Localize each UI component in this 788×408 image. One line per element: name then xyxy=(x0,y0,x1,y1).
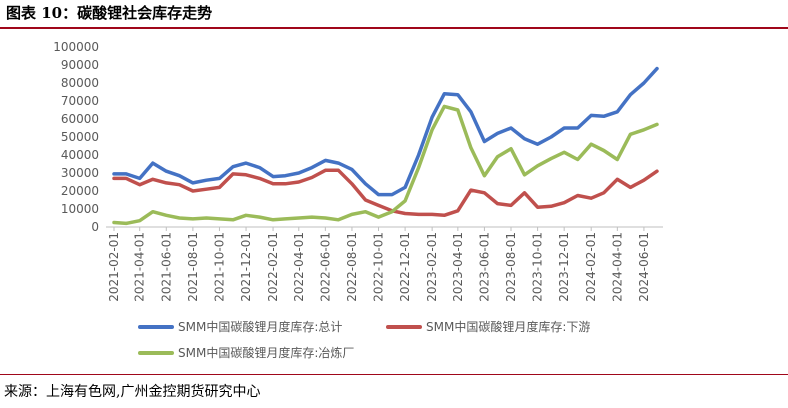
y-tick-label: 80000 xyxy=(61,76,99,90)
x-tick-label: 2022-08-01 xyxy=(345,232,359,302)
x-tick-label: 2023-12-01 xyxy=(557,232,571,302)
x-tick-label: 2022-06-01 xyxy=(318,232,332,302)
source-note: 来源：上海有色网,广州金控期货研究中心 xyxy=(4,384,261,400)
x-tick-label: 2021-04-01 xyxy=(133,232,147,302)
x-tick-label: 2023-06-01 xyxy=(477,232,491,302)
series-layer xyxy=(112,66,659,226)
x-tick-label: 2024-06-01 xyxy=(637,232,651,302)
y-tick-label: 30000 xyxy=(61,166,99,180)
source-divider xyxy=(0,374,788,375)
x-tick-label: 2021-06-01 xyxy=(159,232,173,302)
figure-header: 图表 10：碳酸锂社会库存走势 xyxy=(0,0,788,29)
x-tick-label: 2023-02-01 xyxy=(425,232,439,302)
x-tick-label: 2022-04-01 xyxy=(292,232,306,302)
x-tick-label: 2023-04-01 xyxy=(451,232,465,302)
legend-label-1: SMM中国碳酸锂月度库存:总计 xyxy=(178,319,342,334)
x-tick-label: 2023-08-01 xyxy=(504,232,518,302)
series-line-1 xyxy=(112,66,659,197)
x-tick-label: 2022-10-01 xyxy=(372,232,386,302)
legend-label-2: SMM中国碳酸锂月度库存:下游 xyxy=(426,319,590,334)
figure-title: 图表 10：碳酸锂社会库存走势 xyxy=(6,4,213,22)
legend: SMM中国碳酸锂月度库存:总计 SMM中国碳酸锂月度库存:下游 SMM中国碳酸锂月度… xyxy=(138,319,590,360)
x-tick-label: 2021-12-01 xyxy=(239,232,253,302)
x-axis: 2021-02-01 2021-04-01 2021-06-01 2021-08-01… xyxy=(107,227,651,302)
lithium-carbonate-inventory-chart: 0 10000 20000 30000 40000 50000 60000 70000 8000… xyxy=(53,40,663,360)
y-axis: 0 10000 20000 30000 40000 50000 60000 70000 8000… xyxy=(53,40,663,234)
y-tick-label: 0 xyxy=(91,220,99,234)
x-tick-label: 2022-02-01 xyxy=(266,232,280,302)
y-tick-label: 20000 xyxy=(61,184,99,198)
y-tick-label: 10000 xyxy=(61,202,99,216)
x-tick-label: 2021-08-01 xyxy=(186,232,200,302)
title-divider xyxy=(0,27,788,29)
legend-label-3: SMM中国碳酸锂月度库存:冶炼厂 xyxy=(178,345,354,360)
series-line-2 xyxy=(112,168,659,218)
y-tick-label: 50000 xyxy=(61,130,99,144)
series-line-3 xyxy=(112,104,659,226)
x-tick-label: 2023-10-01 xyxy=(531,232,545,302)
y-tick-label: 90000 xyxy=(61,58,99,72)
y-tick-label: 100000 xyxy=(53,40,99,54)
y-tick-label: 60000 xyxy=(61,112,99,126)
x-tick-label: 2021-10-01 xyxy=(212,232,226,302)
x-tick-label: 2022-12-01 xyxy=(398,232,412,302)
x-tick-label: 2024-02-01 xyxy=(584,232,598,302)
y-tick-label: 70000 xyxy=(61,94,99,108)
y-tick-label: 40000 xyxy=(61,148,99,162)
x-tick-label: 2024-04-01 xyxy=(610,232,624,302)
x-tick-label: 2021-02-01 xyxy=(107,232,121,302)
